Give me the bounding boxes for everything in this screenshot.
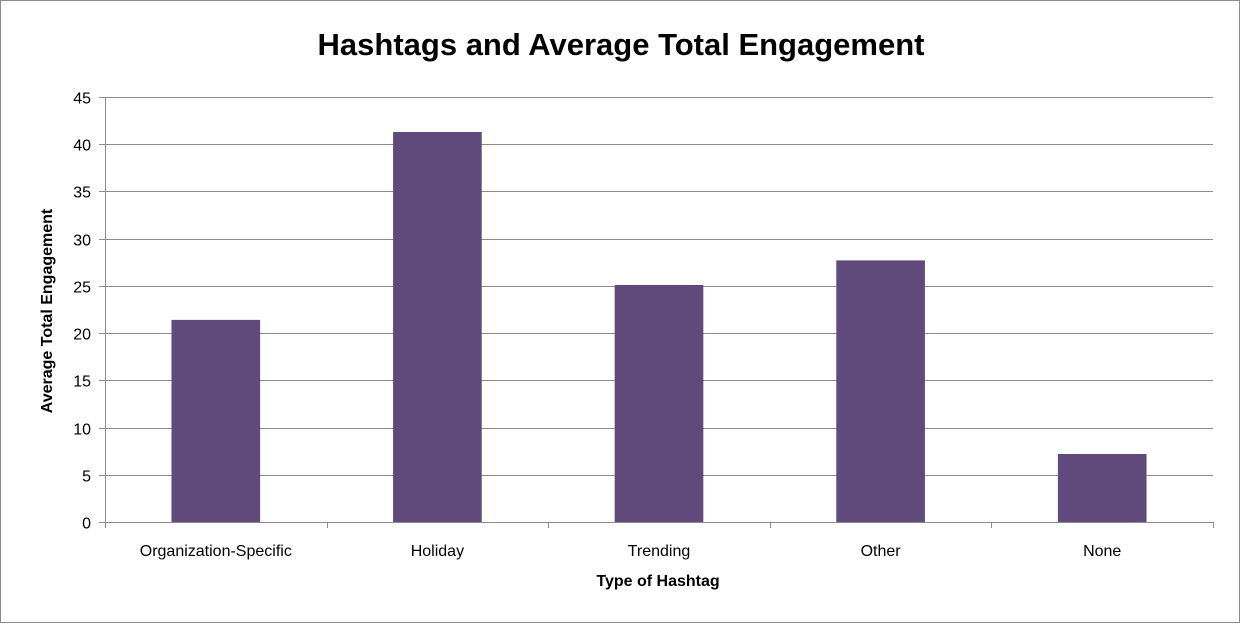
x-axis-label: Type of Hashtag — [1, 573, 1240, 591]
y-tick-label: 35 — [73, 185, 91, 202]
y-tick-label: 45 — [73, 91, 91, 108]
y-tick-labels: 0 5 10 15 20 25 30 35 40 45 — [73, 91, 91, 533]
x-tick-label: Trending — [628, 543, 691, 560]
bar-holiday — [393, 132, 482, 522]
y-tick-label: 5 — [82, 469, 91, 486]
bar-none — [1058, 454, 1147, 522]
bar-organization-specific — [171, 320, 260, 522]
x-tick-label: Other — [861, 543, 902, 560]
y-tick-label: 30 — [73, 233, 91, 250]
x-tick-label: Holiday — [411, 543, 464, 560]
y-tick-label: 25 — [73, 280, 91, 297]
y-tick-label: 20 — [73, 327, 91, 344]
y-tick-label: 15 — [73, 374, 91, 391]
y-tick-label: 10 — [73, 422, 91, 439]
x-tick-labels: Organization-Specific Holiday Trending Othe… — [140, 543, 1122, 560]
x-tick-label: Organization-Specific — [140, 543, 292, 560]
bar-other — [836, 260, 925, 522]
bars — [171, 132, 1146, 522]
x-tick-label: None — [1083, 543, 1121, 560]
y-axis-label: Average Total Engagement — [39, 209, 57, 414]
y-tick-label: 40 — [73, 138, 91, 155]
bar-trending — [615, 285, 704, 522]
y-tick-label: 0 — [82, 516, 91, 533]
